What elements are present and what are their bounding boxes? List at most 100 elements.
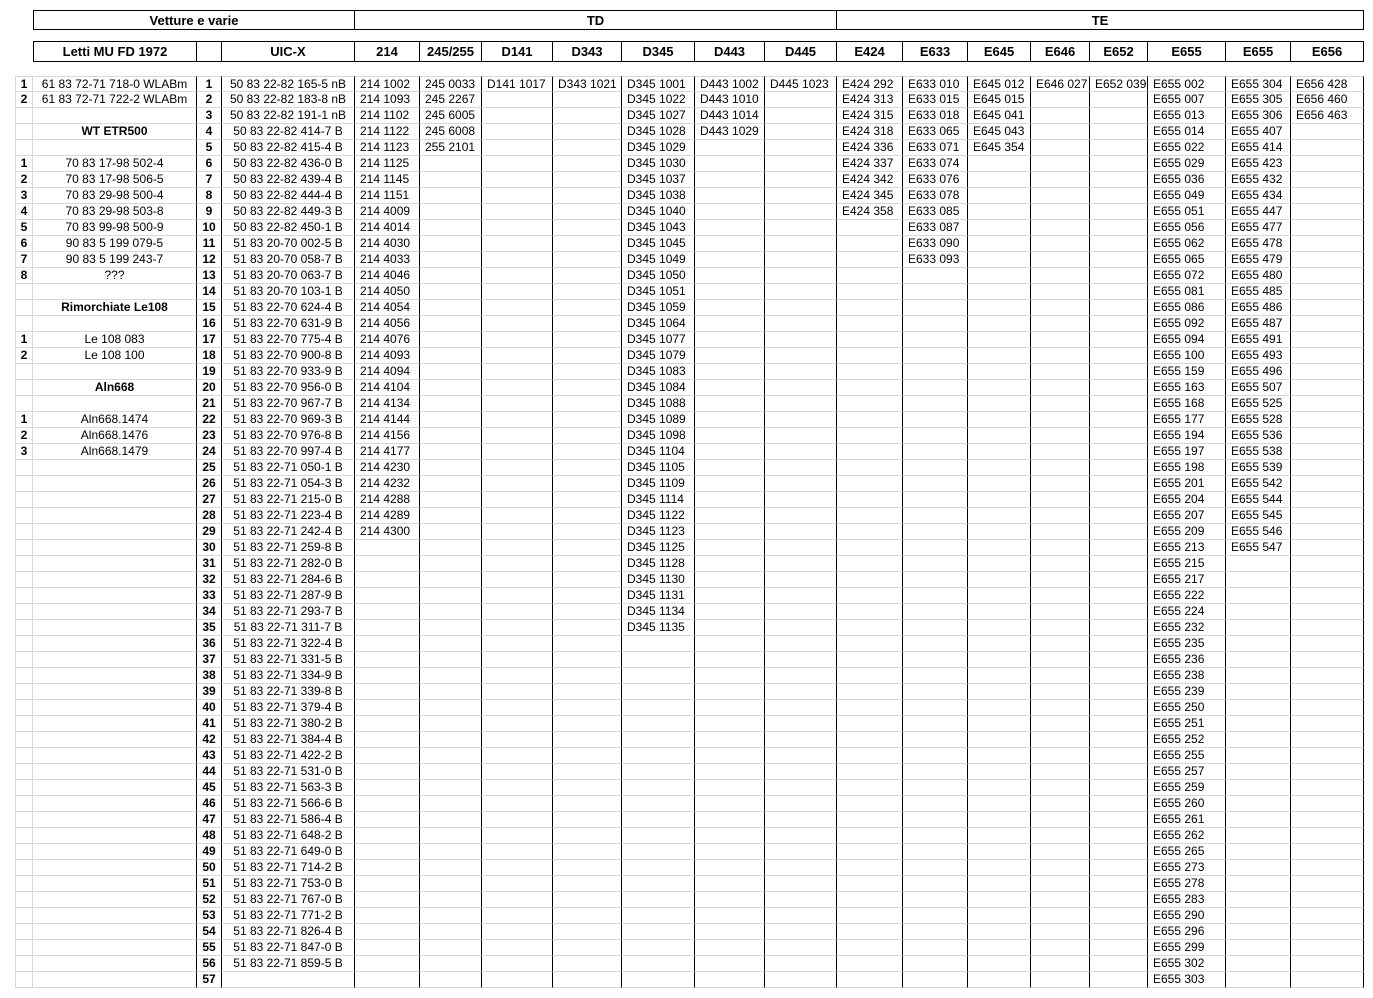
cell-left_num-r41 <box>15 716 33 732</box>
cell-left_val-r8: 70 83 29-98 500-4 <box>33 188 197 204</box>
cell-left_num-r26 <box>15 476 33 492</box>
cell-e645-r40 <box>968 700 1031 716</box>
cell-row_num-r55: 55 <box>197 940 222 956</box>
cell-e655_2-r42 <box>1226 732 1291 748</box>
cell-e652-r28 <box>1090 508 1148 524</box>
cell-e645-r7 <box>968 172 1031 188</box>
cell-e655_2-r57 <box>1226 972 1291 988</box>
cell-e655_1-r9: E655 051 <box>1148 204 1226 220</box>
cell-e633-r45 <box>903 780 968 796</box>
cell-c214-r26: 214 4232 <box>355 476 420 492</box>
cell-row_num-r17: 17 <box>197 332 222 348</box>
cell-c214-r6: 214 1125 <box>355 156 420 172</box>
cell-e655_2-r1: E655 304 <box>1226 76 1291 92</box>
cell-e656-r35 <box>1291 620 1364 636</box>
cell-left_num-r39 <box>15 684 33 700</box>
cell-e652-r16 <box>1090 316 1148 332</box>
cell-e652-r22 <box>1090 412 1148 428</box>
cell-e645-r9 <box>968 204 1031 220</box>
cell-e655_1-r42: E655 252 <box>1148 732 1226 748</box>
cell-d445-r1: D445 1023 <box>765 76 837 92</box>
cell-d345-r9: D345 1040 <box>622 204 695 220</box>
cell-e656-r21 <box>1291 396 1364 412</box>
cell-e655_2-r35 <box>1226 620 1291 636</box>
cell-d345-r42 <box>622 732 695 748</box>
cell-e633-r13 <box>903 268 968 284</box>
cell-uic_x-r44: 51 83 22-71 531-0 B <box>222 764 355 780</box>
cell-e646-r46 <box>1031 796 1090 812</box>
cell-uic_x-r39: 51 83 22-71 339-8 B <box>222 684 355 700</box>
cell-e655_2-r3: E655 306 <box>1226 108 1291 124</box>
cell-d345-r32: D345 1130 <box>622 572 695 588</box>
cell-e655_1-r38: E655 238 <box>1148 668 1226 684</box>
cell-uic_x-r56: 51 83 22-71 859-5 B <box>222 956 355 972</box>
cell-e656-r3: E656 463 <box>1291 108 1364 124</box>
cell-d343-r32 <box>553 572 622 588</box>
cell-uic_x-r50: 51 83 22-71 714-2 B <box>222 860 355 876</box>
cell-d443-r35 <box>695 620 765 636</box>
cell-e652-r18 <box>1090 348 1148 364</box>
cell-left_num-r2: 2 <box>15 92 33 108</box>
cell-e655_2-r18: E655 493 <box>1226 348 1291 364</box>
cell-e652-r26 <box>1090 476 1148 492</box>
cell-d343-r34 <box>553 604 622 620</box>
cell-e656-r39 <box>1291 684 1364 700</box>
cell-e645-r2: E645 015 <box>968 92 1031 108</box>
cell-row_num-r40: 40 <box>197 700 222 716</box>
cell-c245_255-r11 <box>420 236 482 252</box>
cell-c245_255-r37 <box>420 652 482 668</box>
cell-e646-r52 <box>1031 892 1090 908</box>
cell-e646-r37 <box>1031 652 1090 668</box>
cell-e655_2-r16: E655 487 <box>1226 316 1291 332</box>
cell-d343-r38 <box>553 668 622 684</box>
cell-c245_255-r24 <box>420 444 482 460</box>
cell-d141-r10 <box>482 220 553 236</box>
cell-e645-r11 <box>968 236 1031 252</box>
cell-left_num-r53 <box>15 908 33 924</box>
cell-e645-r51 <box>968 876 1031 892</box>
cell-e633-r47 <box>903 812 968 828</box>
cell-d141-r51 <box>482 876 553 892</box>
cell-d343-r46 <box>553 796 622 812</box>
cell-d343-r57 <box>553 972 622 988</box>
cell-d345-r34: D345 1134 <box>622 604 695 620</box>
cell-d141-r31 <box>482 556 553 572</box>
cell-c214-r25: 214 4230 <box>355 460 420 476</box>
cell-left_num-r29 <box>15 524 33 540</box>
cell-e645-r55 <box>968 940 1031 956</box>
cell-d343-r25 <box>553 460 622 476</box>
cell-d141-r37 <box>482 652 553 668</box>
cell-e655_1-r2: E655 007 <box>1148 92 1226 108</box>
cell-left_val-r31 <box>33 556 197 572</box>
cell-e655_2-r19: E655 496 <box>1226 364 1291 380</box>
cell-uic_x-r18: 51 83 22-70 900-8 B <box>222 348 355 364</box>
cell-d445-r22 <box>765 412 837 428</box>
cell-e652-r35 <box>1090 620 1148 636</box>
cell-e645-r25 <box>968 460 1031 476</box>
cell-d445-r18 <box>765 348 837 364</box>
cell-left_num-r44 <box>15 764 33 780</box>
cell-e655_1-r7: E655 036 <box>1148 172 1226 188</box>
cell-d445-r21 <box>765 396 837 412</box>
cell-c214-r12: 214 4033 <box>355 252 420 268</box>
cell-e652-r27 <box>1090 492 1148 508</box>
cell-left_val-r22: Aln668.1474 <box>33 412 197 428</box>
cell-d443-r15 <box>695 300 765 316</box>
cell-c245_255-r28 <box>420 508 482 524</box>
cell-e646-r6 <box>1031 156 1090 172</box>
cell-d445-r2 <box>765 92 837 108</box>
cell-d343-r8 <box>553 188 622 204</box>
cell-d343-r4 <box>553 124 622 140</box>
cell-uic_x-r42: 51 83 22-71 384-4 B <box>222 732 355 748</box>
cell-e655_2-r7: E655 432 <box>1226 172 1291 188</box>
cell-d445-r51 <box>765 876 837 892</box>
cell-e645-r53 <box>968 908 1031 924</box>
cell-e655_2-r30: E655 547 <box>1226 540 1291 556</box>
cell-uic_x-r25: 51 83 22-71 050-1 B <box>222 460 355 476</box>
cell-left_val-r12: 90 83 5 199 243-7 <box>33 252 197 268</box>
cell-d445-r56 <box>765 956 837 972</box>
cell-d445-r26 <box>765 476 837 492</box>
cell-d343-r15 <box>553 300 622 316</box>
cell-e655_2-r11: E655 478 <box>1226 236 1291 252</box>
cell-e646-r27 <box>1031 492 1090 508</box>
